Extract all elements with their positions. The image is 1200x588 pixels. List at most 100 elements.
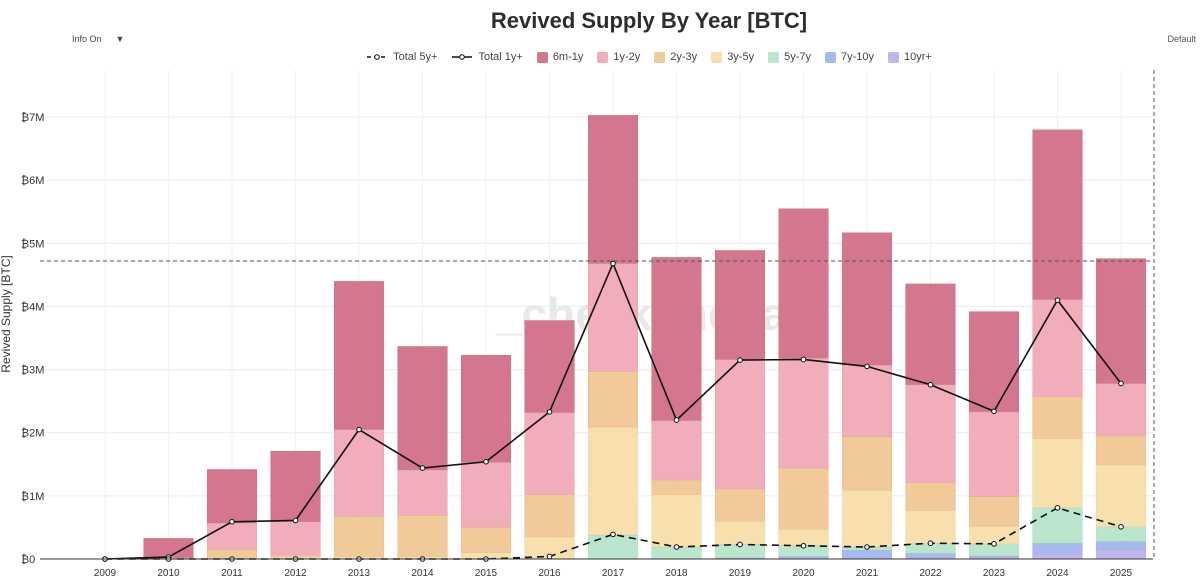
chart-title: Revived Supply By Year [BTC]	[490, 8, 808, 33]
bar-3y-5y-2018	[651, 494, 702, 548]
point-total-1y--2012	[292, 517, 299, 524]
x-tick-label: 2018	[665, 568, 688, 579]
y-tick-label: ₿5M	[21, 238, 44, 250]
point-total-1y--2015	[483, 458, 489, 465]
bar-1y-2y-2022	[905, 384, 956, 483]
y-tick-label: ₿1M	[21, 491, 44, 503]
point-total-5y--2023	[991, 541, 997, 547]
bar-6m-1y-2017	[587, 114, 639, 264]
bar-2y-3y-2016	[524, 494, 575, 538]
bar-1y-2y-2021	[841, 364, 893, 437]
bar-6m-1y-2024	[1032, 129, 1083, 300]
bar-7y-10y-2022	[905, 553, 956, 558]
point-total-5y--2018	[673, 544, 680, 550]
legend-item-7y-10y[interactable]: 7y-10y	[825, 51, 874, 63]
legend-swatch	[654, 51, 666, 63]
legend-item-6m-1y[interactable]: 6m-1y	[536, 51, 584, 63]
bar-2y-3y-2025	[1095, 435, 1147, 466]
legend-label: 5y-7y	[784, 51, 811, 63]
bar-2y-3y-2023	[968, 496, 1020, 527]
legend-label: 7y-10y	[841, 51, 875, 63]
legend-item-total1[interactable]: Total 1y+	[451, 51, 523, 63]
y-tick-label: ₿0	[21, 554, 35, 566]
x-tick-label: 2025	[1110, 568, 1133, 579]
bar-6m-1y-2014	[397, 345, 448, 471]
bar-6m-1y-2016	[524, 320, 575, 413]
legend-line-swatch	[367, 54, 388, 60]
x-tick-label: 2022	[919, 568, 942, 579]
bar-3y-5y-2022	[905, 510, 956, 544]
bar-3y-5y-2025	[1095, 464, 1147, 528]
bar-2y-3y-2017	[587, 371, 639, 428]
legend-swatch	[536, 51, 548, 63]
bar-6m-1y-2022	[905, 283, 956, 385]
legend-swatch	[825, 51, 836, 63]
legend-label: 2y-3y	[670, 51, 698, 63]
point-total-1y--2014	[419, 465, 426, 471]
bar-7y-10y-2024	[1032, 542, 1083, 555]
bar-2y-3y-2019	[714, 488, 766, 522]
point-total-5y--2017	[610, 531, 616, 538]
legend-swatch	[768, 51, 780, 63]
legend-item-10yr+[interactable]: 10yr+	[888, 51, 932, 63]
bar-1y-2y-2013	[333, 429, 385, 517]
bar-6m-1y-2018	[651, 256, 702, 421]
legend-item-5y-7y[interactable]: 5y-7y	[768, 51, 811, 63]
x-tick-label: 2010	[157, 568, 180, 579]
y-tick-label: ₿4M	[21, 301, 44, 313]
legend-item-3y-5y[interactable]: 3y-5y	[711, 51, 754, 63]
point-total-1y--2024	[1054, 297, 1061, 303]
info-toggle-dropdown[interactable]: Info On ▼	[72, 34, 124, 44]
point-total-1y--2021	[864, 363, 870, 370]
point-total-5y--2024	[1054, 505, 1061, 511]
point-total-1y--2011	[229, 518, 235, 525]
x-tick-label: 2023	[983, 568, 1006, 579]
point-total-1y--2020	[800, 356, 807, 363]
bar-1y-2y-2014	[397, 469, 448, 516]
bar-3y-5y-2024	[1032, 438, 1083, 509]
legend-label: 10yr+	[904, 51, 932, 63]
bar-1y-2y-2018	[651, 420, 702, 481]
point-total-1y--2019	[737, 357, 743, 363]
legend-line-swatch	[452, 54, 473, 60]
x-tick-label: 2019	[729, 568, 752, 579]
legend-label: Total 1y+	[478, 51, 523, 63]
bar-7y-10y-2025	[1095, 541, 1147, 550]
point-total-1y--2018	[673, 417, 680, 423]
bar-6m-1y-2021	[841, 232, 893, 366]
point-total-5y--2020	[800, 542, 807, 549]
legend-swatch	[597, 51, 609, 63]
bar-6m-1y-2015	[460, 354, 512, 463]
bar-2y-3y-2024	[1032, 396, 1083, 439]
point-total-5y--2022	[927, 540, 934, 547]
bar-6m-1y-2012	[270, 450, 321, 522]
point-total-1y--2016	[546, 409, 553, 415]
legend-item-2y-3y[interactable]: 2y-3y	[654, 51, 697, 63]
bar-6m-1y-2019	[714, 249, 766, 360]
x-tick-label: 2016	[538, 568, 561, 579]
point-total-5y--2021	[864, 544, 870, 550]
bar-1y-2y-2012	[270, 521, 321, 556]
x-tick-label: 2021	[856, 568, 879, 579]
legend-item-1y-2y[interactable]: 1y-2y	[597, 51, 640, 63]
default-button[interactable]: Default	[1167, 34, 1196, 44]
bar-1y-2y-2011	[206, 522, 258, 550]
bar-2y-3y-2018	[651, 479, 702, 495]
bar-7y-10y-2023	[968, 555, 1020, 558]
info-toggle-label: Info On	[72, 34, 102, 44]
y-tick-label: ₿7M	[21, 112, 44, 124]
bar-3y-5y-2017	[587, 426, 639, 536]
legend-swatch	[711, 51, 723, 63]
point-total-1y--2013	[356, 426, 362, 433]
bar-1y-2y-2015	[460, 462, 512, 528]
legend: Total 5y+ Total 1y+ 6m-1y 1y-2y 2y-3y 3y-5y 5y…	[0, 51, 1200, 63]
bar-7y-10y-2021	[841, 549, 893, 559]
legend-label: 6m-1y	[552, 51, 584, 63]
bar-2y-3y-2014	[397, 515, 448, 557]
bar-3y-5y-2019	[714, 520, 766, 545]
bar-2y-3y-2022	[905, 482, 956, 511]
legend-item-total5[interactable]: Total 5y+	[366, 51, 437, 63]
y-tick-label: ₿3M	[21, 365, 44, 377]
bar-1y-2y-2019	[714, 359, 766, 490]
